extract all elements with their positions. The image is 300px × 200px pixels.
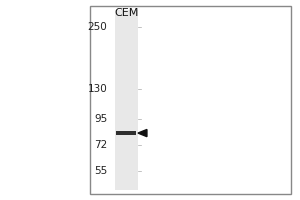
FancyBboxPatch shape [90, 6, 291, 194]
Text: 72: 72 [94, 140, 107, 150]
Text: 250: 250 [88, 22, 107, 32]
Text: 130: 130 [88, 84, 107, 94]
Bar [116, 131, 136, 135]
Bar [115, 10, 138, 190]
Text: 95: 95 [94, 114, 107, 124]
Text: 55: 55 [94, 166, 107, 176]
Text: CEM: CEM [114, 8, 138, 18]
Polygon shape [138, 129, 147, 137]
